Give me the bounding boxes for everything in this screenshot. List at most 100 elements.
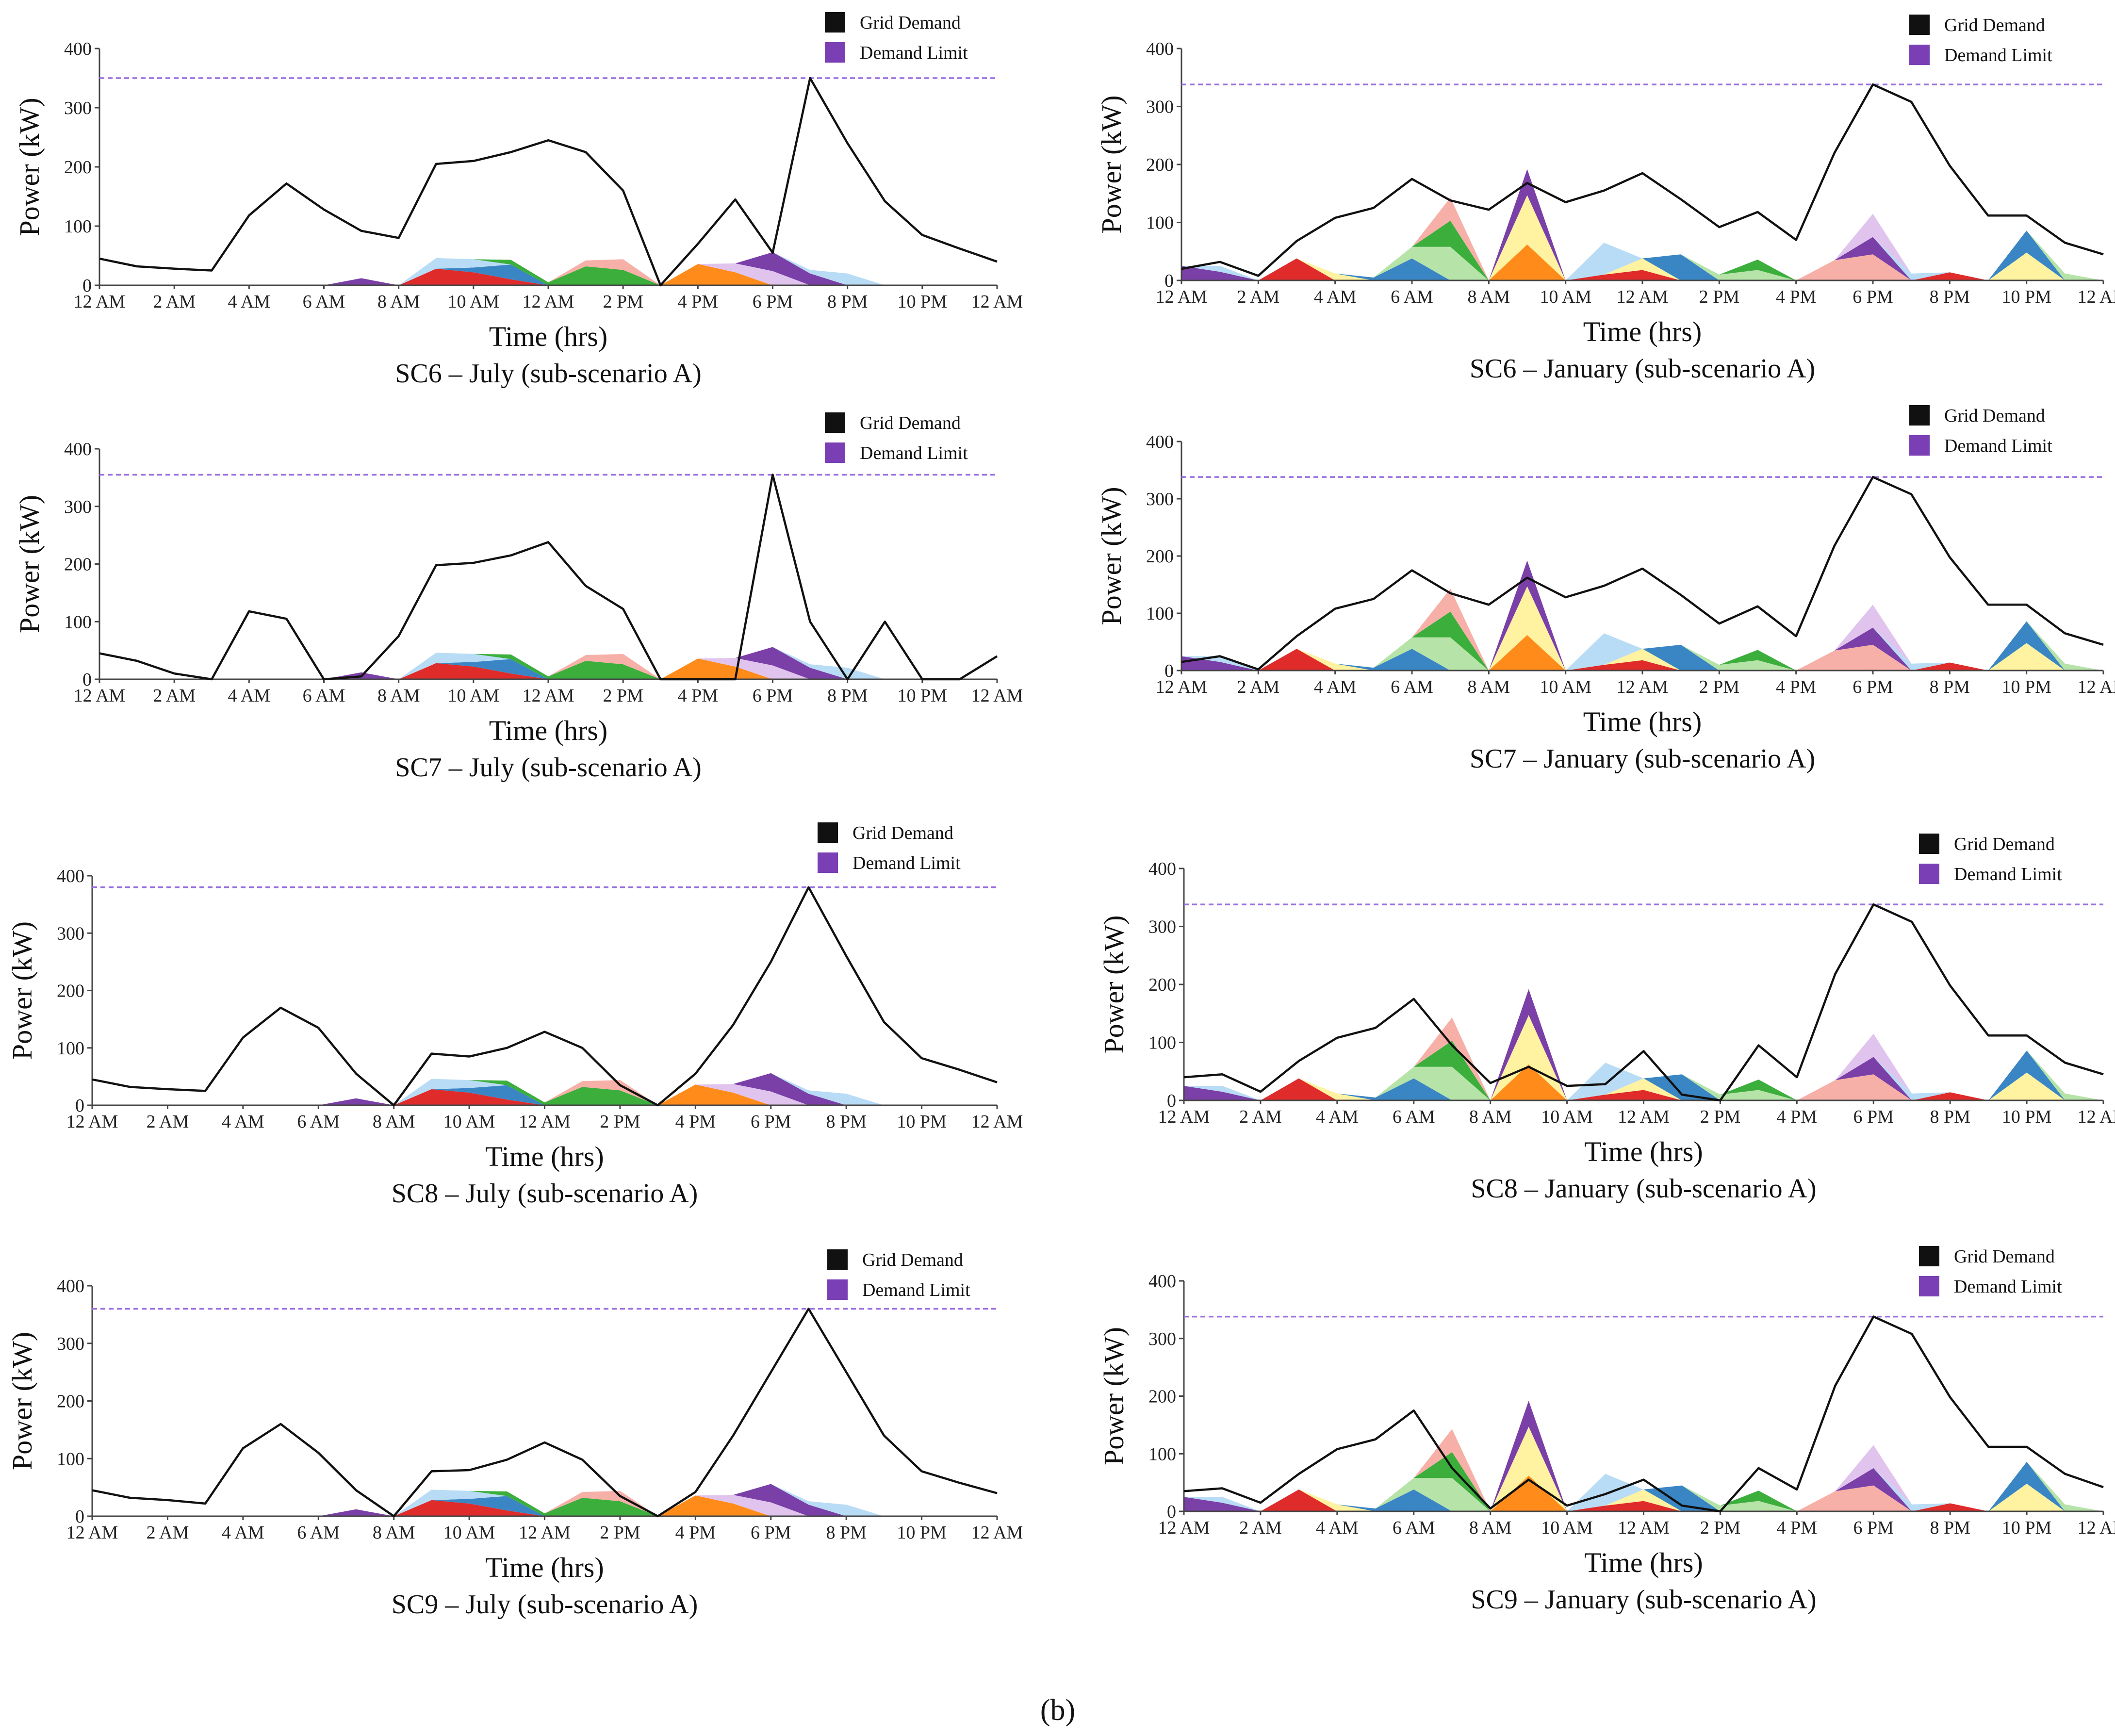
grid-demand-line (92, 1308, 998, 1518)
x-tick-label: 2 PM (1700, 1107, 1740, 1127)
y-tick-label: 0 (75, 1096, 84, 1116)
x-tick-label: 4 AM (1314, 677, 1357, 697)
x-tick-label: 10 PM (897, 1112, 946, 1132)
y-axis-label: Power (kW) (1098, 915, 1130, 1053)
chart-title: SC9 – January (sub-scenario A) (1471, 1585, 1816, 1615)
x-tick-label: 10 AM (1540, 287, 1591, 307)
load-area-5 (1184, 1461, 2103, 1511)
chart-panel-1: 0 100 200 300 400 12 AM 2 AM 4 AM 6 AM 8 AM 10 AM 1… (14, 12, 1023, 389)
load-area-8 (1184, 1429, 2103, 1511)
load-area-8 (92, 1490, 997, 1516)
y-tick-label: 300 (1148, 917, 1176, 937)
x-tick-label: 8 PM (827, 292, 868, 312)
x-tick-label: 12 AM (66, 1112, 118, 1132)
load-area-10 (92, 1484, 997, 1516)
grid-demand-line (1183, 1315, 2104, 1513)
x-tick-label: 6 AM (297, 1523, 340, 1543)
figure-label: (b) (1040, 1694, 1075, 1727)
x-tick-label: 10 AM (443, 1523, 495, 1543)
legend-swatch (827, 1249, 848, 1270)
load-area-3 (1181, 258, 2103, 280)
chart-title: SC8 – July (sub-scenario A) (392, 1179, 698, 1209)
chart-title: SC7 – January (sub-scenario A) (1470, 744, 1815, 774)
chart-panel-8: 0 100 200 300 400 12 AM 2 AM 4 AM 6 AM 8 AM 10 AM 1… (1098, 1246, 2115, 1615)
y-tick-label: 100 (57, 1449, 84, 1469)
x-axis-label: Time (hrs) (485, 1552, 604, 1583)
x-tick-label: 8 AM (1468, 677, 1510, 697)
x-axis-label: Time (hrs) (489, 321, 607, 352)
chart-title: SC6 – January (sub-scenario A) (1470, 354, 1815, 384)
y-tick-label: 100 (64, 216, 92, 237)
x-tick-label: 2 AM (1237, 287, 1280, 307)
x-tick-label: 4 PM (1777, 1518, 1817, 1538)
x-tick-label: 4 PM (1776, 677, 1816, 697)
legend-label: Grid Demand (853, 823, 953, 843)
y-tick-label: 0 (1164, 661, 1174, 681)
x-tick-label: 4 AM (228, 686, 271, 706)
y-tick-label: 200 (64, 157, 92, 178)
y-tick-label: 0 (82, 670, 92, 690)
legend-swatch (818, 822, 838, 843)
x-tick-label: 8 AM (1469, 1107, 1512, 1127)
x-tick-label: 8 AM (377, 686, 420, 706)
legend-swatch (1919, 1276, 1939, 1296)
x-tick-label: 12 AM (1158, 1107, 1210, 1127)
load-area-4 (1181, 252, 2103, 280)
x-tick-label: 10 PM (2002, 1518, 2051, 1538)
x-tick-label: 10 AM (448, 686, 500, 706)
y-tick-label: 200 (1148, 1387, 1176, 1407)
y-tick-label: 100 (1146, 213, 1174, 233)
x-tick-label: 6 PM (1853, 1518, 1894, 1538)
load-area-8 (99, 258, 997, 285)
x-tick-label: 8 PM (826, 1523, 866, 1543)
y-tick-label: 200 (64, 555, 92, 575)
y-tick-label: 0 (1167, 1502, 1176, 1522)
x-tick-label: 10 PM (898, 686, 947, 706)
x-tick-label: 6 AM (1391, 287, 1433, 307)
x-tick-label: 6 AM (303, 686, 345, 706)
grid-demand-line (1181, 83, 2104, 277)
x-tick-label: 10 AM (443, 1112, 495, 1132)
legend-swatch (825, 12, 845, 33)
x-tick-label: 2 PM (600, 1112, 640, 1132)
x-tick-label: 6 PM (753, 292, 793, 312)
x-tick-label: 2 AM (147, 1523, 189, 1543)
load-area-3 (1181, 649, 2103, 671)
x-tick-label: 12 AM (2078, 1107, 2115, 1127)
chart-title: SC9 – July (sub-scenario A) (392, 1589, 698, 1620)
chart-title: SC7 – July (sub-scenario A) (395, 753, 702, 783)
x-tick-label: 6 AM (1393, 1107, 1435, 1127)
x-tick-label: 12 AM (74, 686, 126, 706)
grid-demand-line (99, 77, 998, 287)
x-tick-label: 4 AM (228, 292, 271, 312)
x-tick-label: 8 PM (1930, 1518, 1970, 1538)
x-tick-label: 10 PM (2001, 677, 2051, 697)
x-tick-label: 4 AM (1316, 1107, 1359, 1127)
load-area-10 (99, 252, 997, 285)
chart-panel-6: 0 100 200 300 400 12 AM 2 AM 4 AM 6 AM 8 AM 10 AM 1… (1098, 834, 2115, 1204)
y-tick-label: 100 (1148, 1033, 1176, 1053)
x-tick-label: 4 AM (222, 1523, 264, 1543)
y-tick-label: 400 (64, 439, 92, 459)
x-tick-label: 12 AM (1618, 1518, 1670, 1538)
load-area-5 (1181, 230, 2103, 280)
legend-label: Grid Demand (860, 13, 961, 33)
load-area-11 (1181, 560, 2103, 671)
x-axis-label: Time (hrs) (1583, 316, 1702, 347)
x-tick-label: 6 PM (751, 1112, 791, 1132)
chart-title: SC8 – January (sub-scenario A) (1471, 1174, 1816, 1204)
x-tick-label: 4 AM (1314, 287, 1357, 307)
load-area-9 (92, 1073, 997, 1105)
x-tick-label: 8 AM (1469, 1518, 1512, 1538)
load-area-9 (92, 1484, 997, 1516)
legend-label: Demand Limit (1954, 864, 2062, 884)
chart-panel-4: 0 100 200 300 400 12 AM 2 AM 4 AM 6 AM 8 AM 10 AM 1… (1096, 405, 2115, 774)
x-tick-label: 8 AM (377, 292, 420, 312)
x-tick-label: 12 AM (971, 1523, 1023, 1543)
legend-swatch (1909, 45, 1930, 65)
legend-label: Grid Demand (862, 1250, 963, 1270)
y-axis-label: Power (kW) (14, 495, 45, 633)
legend-swatch (1919, 1246, 1939, 1266)
chart-panel-5: 0 100 200 300 400 12 AM 2 AM 4 AM 6 AM 8 AM 10 AM 1… (6, 822, 1023, 1209)
